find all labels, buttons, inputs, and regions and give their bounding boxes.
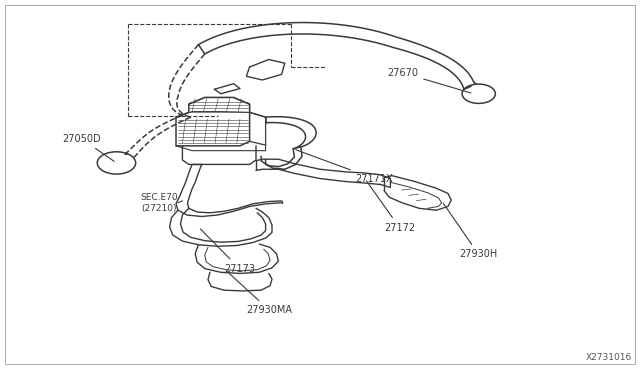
Text: 27930MA: 27930MA xyxy=(229,273,292,315)
Text: 27930H: 27930H xyxy=(443,203,498,259)
Text: 27670: 27670 xyxy=(387,68,471,93)
Text: SEC.E70
(27210): SEC.E70 (27210) xyxy=(141,193,179,213)
Text: 27050D: 27050D xyxy=(63,134,114,161)
Circle shape xyxy=(97,152,136,174)
Text: X2731016: X2731016 xyxy=(586,353,632,362)
Text: 27172: 27172 xyxy=(367,181,415,232)
Text: 27173: 27173 xyxy=(200,229,255,273)
Circle shape xyxy=(462,84,495,103)
Text: 27171X: 27171X xyxy=(296,150,393,183)
